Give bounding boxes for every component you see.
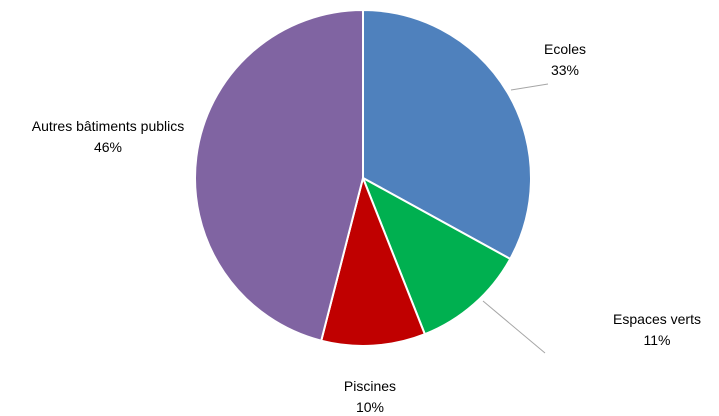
pie-slices xyxy=(194,8,532,347)
slice-value-label-autres-batiments-publics: 46% xyxy=(94,139,122,155)
data-labels: Ecoles 33% Espaces verts 11% Piscines 10% Autr… xyxy=(32,41,701,415)
pie-slice-ecoles xyxy=(362,8,532,261)
slice-value-label-piscines: 10% xyxy=(356,399,384,415)
leader-line-espaces-verts xyxy=(482,300,546,354)
pie-slice-espaces-verts xyxy=(361,175,512,336)
slice-value-label-espaces-verts: 11% xyxy=(644,332,671,348)
pie-slice-piscines xyxy=(320,174,427,347)
pie-slice-autres-batiments-publics xyxy=(194,8,364,342)
leader-lines xyxy=(482,83,549,354)
leader-line-ecoles xyxy=(510,83,549,91)
slice-value-label-ecoles: 33% xyxy=(551,62,579,78)
slice-label-espaces-verts: Espaces verts xyxy=(613,311,701,327)
slice-label-piscines: Piscines xyxy=(344,378,396,394)
slice-label-autres-batiments-publics: Autres bâtiments publics xyxy=(32,118,185,134)
slice-label-ecoles: Ecoles xyxy=(544,41,586,57)
